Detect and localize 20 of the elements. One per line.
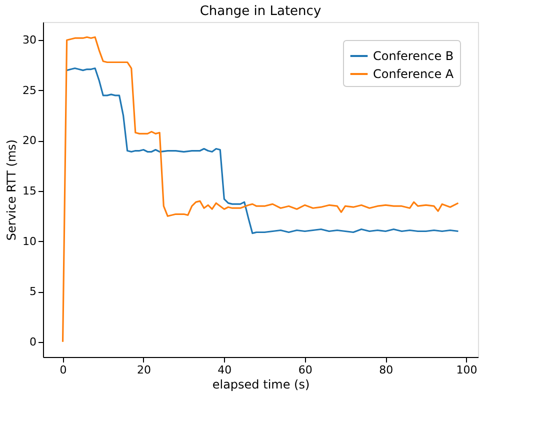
y-tick-label: 25	[22, 84, 36, 97]
x-tick-label: 20	[136, 364, 151, 376]
line-series	[66, 67, 460, 234]
x-tick-label: 80	[379, 364, 394, 376]
y-tick-label: 10	[22, 234, 36, 248]
y-axis-title: Service RTT (ms)	[4, 139, 19, 241]
legend-label: Conference B	[373, 49, 454, 63]
chart-title: Change in Latency	[200, 4, 322, 19]
line-series	[62, 36, 460, 343]
y-tick-label: 0	[30, 335, 36, 348]
x-axis-title: elapsed time (s)	[212, 378, 310, 392]
legend-label: Conference A	[373, 67, 454, 81]
y-tick-label: 20	[22, 134, 36, 148]
y-tick-label: 15	[22, 184, 36, 198]
y-tick-label: 5	[30, 285, 36, 298]
y-tick-label: 30	[22, 34, 36, 47]
x-tick-label: 0	[60, 364, 67, 376]
x-tick-label: 40	[218, 364, 232, 376]
x-tick-label: 60	[298, 364, 312, 376]
x-tick-label: 100	[456, 364, 478, 376]
